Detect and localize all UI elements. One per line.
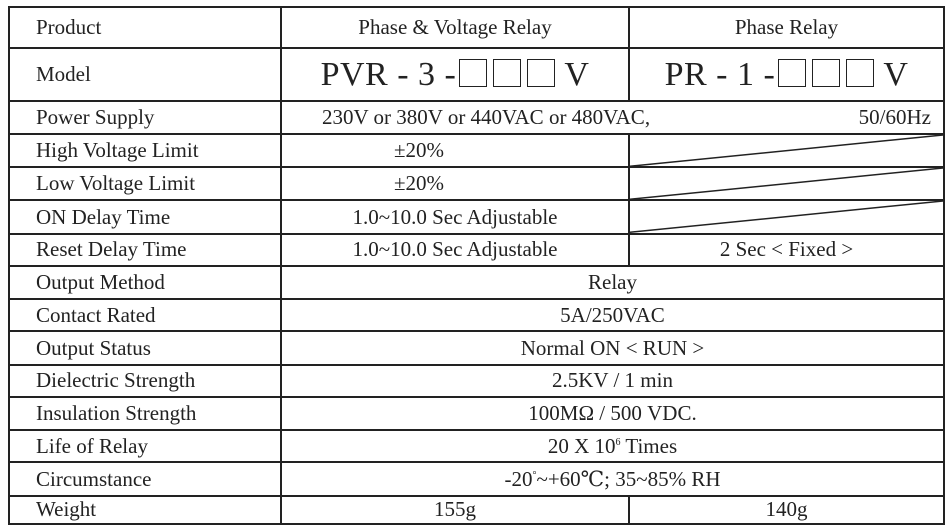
table-row-product: Product Phase & Voltage Relay Phase Rela… bbox=[8, 5, 945, 50]
model-code-box bbox=[812, 58, 841, 87]
row-label-insulation: Insulation Strength bbox=[8, 395, 282, 432]
row-label-on-delay: ON Delay Time bbox=[8, 199, 282, 235]
table-row-power-supply: Power Supply 230V or 380V or 440VAC or 4… bbox=[8, 99, 945, 135]
reset-delay-pvr: 1.0~10.0 Sec Adjustable bbox=[280, 232, 630, 267]
dielectric-value: 2.5KV / 1 min bbox=[280, 363, 945, 398]
row-label-contact-rated: Contact Rated bbox=[8, 298, 282, 333]
output-status-value: Normal ON < RUN > bbox=[280, 330, 945, 366]
table-row-weight: Weight 155g 140g bbox=[8, 494, 945, 526]
model-pr-code: PR - 1 - bbox=[664, 55, 776, 93]
model-code-box bbox=[459, 58, 488, 87]
not-applicable-slash bbox=[628, 166, 945, 202]
power-supply-frequency: 50/60Hz bbox=[858, 104, 931, 129]
table-row-insulation: Insulation Strength 100MΩ / 500 VDC. bbox=[8, 395, 945, 432]
table-row-high-voltage: High Voltage Limit ±20% bbox=[8, 132, 945, 169]
row-label-reset-delay: Reset Delay Time bbox=[8, 232, 282, 267]
row-label-low-voltage: Low Voltage Limit bbox=[8, 166, 282, 202]
power-supply-cell: 230V or 380V or 440VAC or 480VAC, 50/60H… bbox=[280, 99, 945, 135]
model-pvr-code: PVR - 3 - bbox=[320, 55, 457, 93]
model-code-box bbox=[778, 58, 807, 87]
row-label-model: Model bbox=[8, 47, 282, 102]
circumstance-value: -20°~+60℃; 35~85% RH bbox=[280, 461, 945, 497]
column-header-pr: Phase Relay bbox=[628, 5, 945, 50]
reset-delay-pr: 2 Sec < Fixed > bbox=[628, 232, 945, 267]
contact-rated-value: 5A/250VAC bbox=[280, 298, 945, 333]
weight-pvr: 155g bbox=[280, 494, 630, 526]
life-value-exponent: 6 bbox=[615, 436, 621, 448]
degree-symbol: ° bbox=[532, 469, 537, 481]
table-row-model: Model PVR - 3 - V PR - 1 - V bbox=[8, 47, 945, 102]
table-row-low-voltage: Low Voltage Limit ±20% bbox=[8, 166, 945, 202]
power-supply-voltage: 230V or 380V or 440VAC or 480VAC, bbox=[322, 104, 651, 129]
life-value-prefix: 20 X 10 bbox=[547, 433, 616, 458]
column-header-pvr: Phase & Voltage Relay bbox=[280, 5, 630, 50]
model-code-box bbox=[846, 58, 875, 87]
table-row-dielectric: Dielectric Strength 2.5KV / 1 min bbox=[8, 363, 945, 398]
spec-table: Product Phase & Voltage Relay Phase Rela… bbox=[8, 5, 945, 526]
circumstance-low: -20 bbox=[504, 466, 533, 491]
on-delay-pvr: 1.0~10.0 Sec Adjustable bbox=[280, 199, 630, 235]
not-applicable-slash bbox=[628, 199, 945, 235]
row-label-circumstance: Circumstance bbox=[8, 461, 282, 497]
row-label-high-voltage: High Voltage Limit bbox=[8, 132, 282, 169]
row-label-life: Life of Relay bbox=[8, 429, 282, 464]
table-row-reset-delay: Reset Delay Time 1.0~10.0 Sec Adjustable… bbox=[8, 232, 945, 267]
table-row-contact-rated: Contact Rated 5A/250VAC bbox=[8, 298, 945, 333]
row-label-dielectric: Dielectric Strength bbox=[8, 363, 282, 398]
row-label-weight: Weight bbox=[8, 494, 282, 526]
row-label-power-supply: Power Supply bbox=[8, 99, 282, 135]
model-code-box bbox=[493, 58, 522, 87]
row-label-product: Product bbox=[8, 5, 282, 50]
weight-pr: 140g bbox=[628, 494, 945, 526]
model-pvr-suffix: V bbox=[564, 55, 590, 93]
table-row-output-status: Output Status Normal ON < RUN > bbox=[8, 330, 945, 366]
row-label-output-status: Output Status bbox=[8, 330, 282, 366]
model-pr: PR - 1 - V bbox=[628, 47, 945, 102]
table-row-output-method: Output Method Relay bbox=[8, 264, 945, 301]
model-pr-suffix: V bbox=[883, 55, 909, 93]
not-applicable-slash bbox=[628, 132, 945, 169]
output-method-value: Relay bbox=[280, 264, 945, 301]
life-value-suffix: Times bbox=[620, 433, 678, 458]
insulation-value: 100MΩ / 500 VDC. bbox=[280, 395, 945, 432]
row-label-output-method: Output Method bbox=[8, 264, 282, 301]
life-value: 20 X 106 Times bbox=[280, 429, 945, 464]
model-code-box bbox=[527, 58, 556, 87]
table-row-circumstance: Circumstance -20°~+60℃; 35~85% RH bbox=[8, 461, 945, 497]
table-row-life: Life of Relay 20 X 106 Times bbox=[8, 429, 945, 464]
low-voltage-pvr: ±20% bbox=[280, 166, 630, 202]
model-pvr: PVR - 3 - V bbox=[280, 47, 630, 102]
table-row-on-delay: ON Delay Time 1.0~10.0 Sec Adjustable bbox=[8, 199, 945, 235]
circumstance-high: ~+60℃; 35~85% RH bbox=[536, 466, 721, 491]
high-voltage-pvr: ±20% bbox=[280, 132, 630, 169]
